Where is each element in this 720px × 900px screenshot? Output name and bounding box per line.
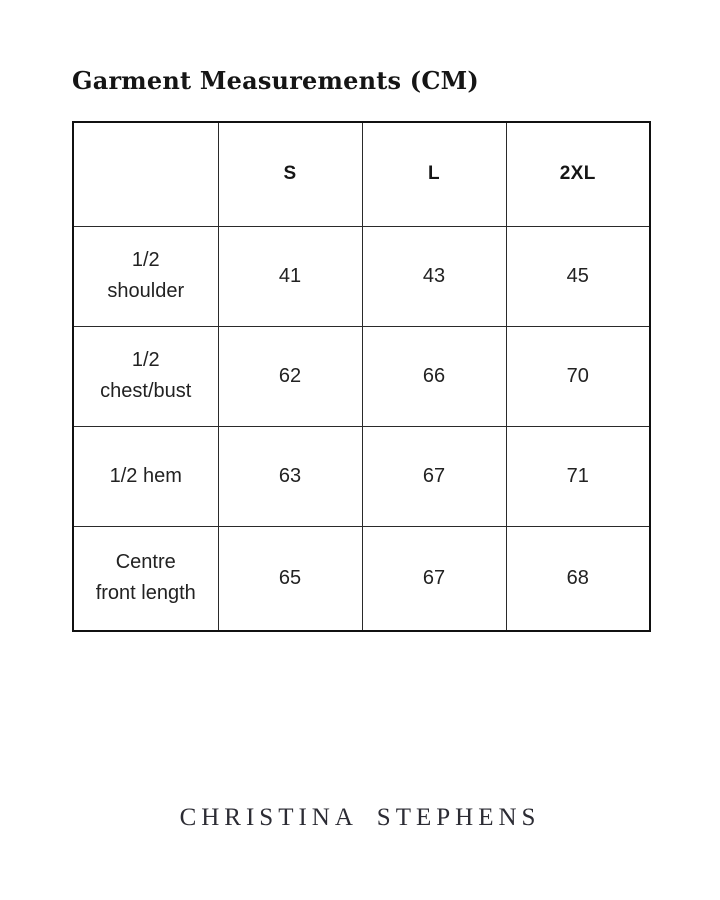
table-cell: 41 [217,225,363,327]
table-cell: 45 [505,225,651,327]
table-cell: 43 [361,225,507,327]
page-title: Garment Measurements (CM) [72,66,479,95]
table-cell: 68 [505,525,651,632]
row-label: 1/2 shoulder [72,225,219,327]
measurements-table: S L 2XL 1/2 shoulder 41 43 45 1/2 chest/… [72,121,651,632]
row-label: Centre front length [72,525,219,632]
corner-cell [72,121,219,227]
table-header-row: S L 2XL [72,121,651,227]
column-header-s: S [217,121,363,227]
table-row-chest-bust: 1/2 chest/bust 62 66 70 [72,325,651,427]
table-row-centre-front-length: Centre front length 65 67 68 [72,525,651,632]
brand-logo: CHRISTINA STEPHENS [179,804,541,831]
table-cell: 63 [217,425,363,527]
column-header-2xl: 2XL [505,121,651,227]
table-row-shoulder: 1/2 shoulder 41 43 45 [72,225,651,327]
row-label: 1/2 hem [72,425,219,527]
table-cell: 65 [217,525,363,632]
row-label: 1/2 chest/bust [72,325,219,427]
table-cell: 67 [361,425,507,527]
table-cell: 70 [505,325,651,427]
table-cell: 66 [361,325,507,427]
table-row-hem: 1/2 hem 63 67 71 [72,425,651,527]
column-header-l: L [361,121,507,227]
table-cell: 62 [217,325,363,427]
table-cell: 67 [361,525,507,632]
table-cell: 71 [505,425,651,527]
